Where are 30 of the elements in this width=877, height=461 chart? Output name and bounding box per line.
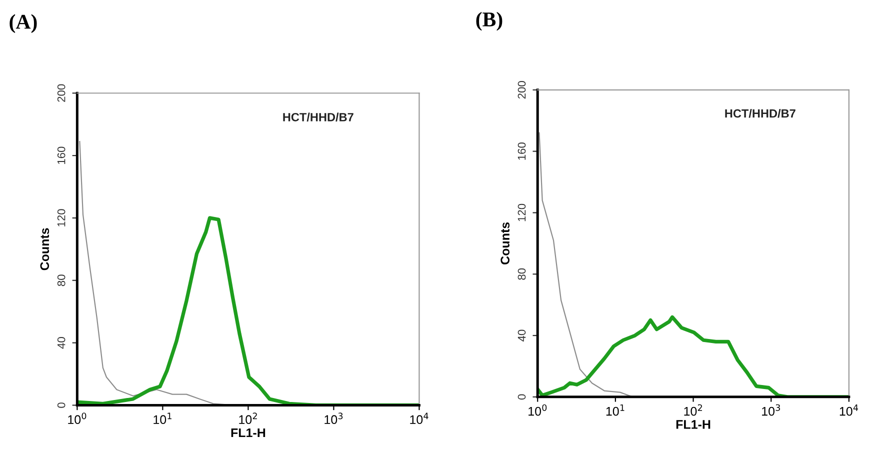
x-axis-title: FL1-H <box>231 428 266 438</box>
y-tick-label: 200 <box>518 81 526 99</box>
y-tick-label: 160 <box>57 146 66 164</box>
annotation: HCT/HHD/B7 <box>283 112 354 122</box>
chart-title: (B) <box>476 12 502 31</box>
x-tick-label: 10$^{3}$ <box>762 404 780 416</box>
y-axis-title: Counts <box>40 228 50 270</box>
x-tick-label: 10$^{0}$ <box>68 412 86 424</box>
x-axis-title: FL1-H <box>676 420 710 429</box>
x-tick-label: 10$^{2}$ <box>684 404 702 416</box>
x-tick-label: 10$^{3}$ <box>324 412 343 424</box>
annotation: HCT/HHD/B7 <box>725 108 796 118</box>
y-tick-label: 200 <box>57 84 66 102</box>
x-tick-label: 10$^{0}$ <box>528 404 547 416</box>
x-tick-label: 10$^{2}$ <box>239 412 257 424</box>
x-tick-label: 10$^{1}$ <box>606 404 624 416</box>
y-tick-label: 0 <box>518 394 526 400</box>
y-tick-label: 0 <box>57 402 66 408</box>
x-tick-label: 10$^{4}$ <box>840 404 858 416</box>
x-tick-label: 10$^{4}$ <box>410 412 428 424</box>
y-tick-label: 40 <box>518 330 526 342</box>
y-axis-title: Counts <box>500 222 510 264</box>
y-tick-label: 80 <box>57 274 66 286</box>
y-tick-label: 160 <box>518 142 526 160</box>
x-tick-label: 10$^{1}$ <box>154 412 172 424</box>
y-tick-label: 80 <box>518 268 526 280</box>
chart-title: (A) <box>10 14 37 34</box>
y-tick-label: 120 <box>518 204 526 222</box>
y-tick-label: 40 <box>57 337 66 349</box>
y-tick-label: 120 <box>57 209 66 226</box>
